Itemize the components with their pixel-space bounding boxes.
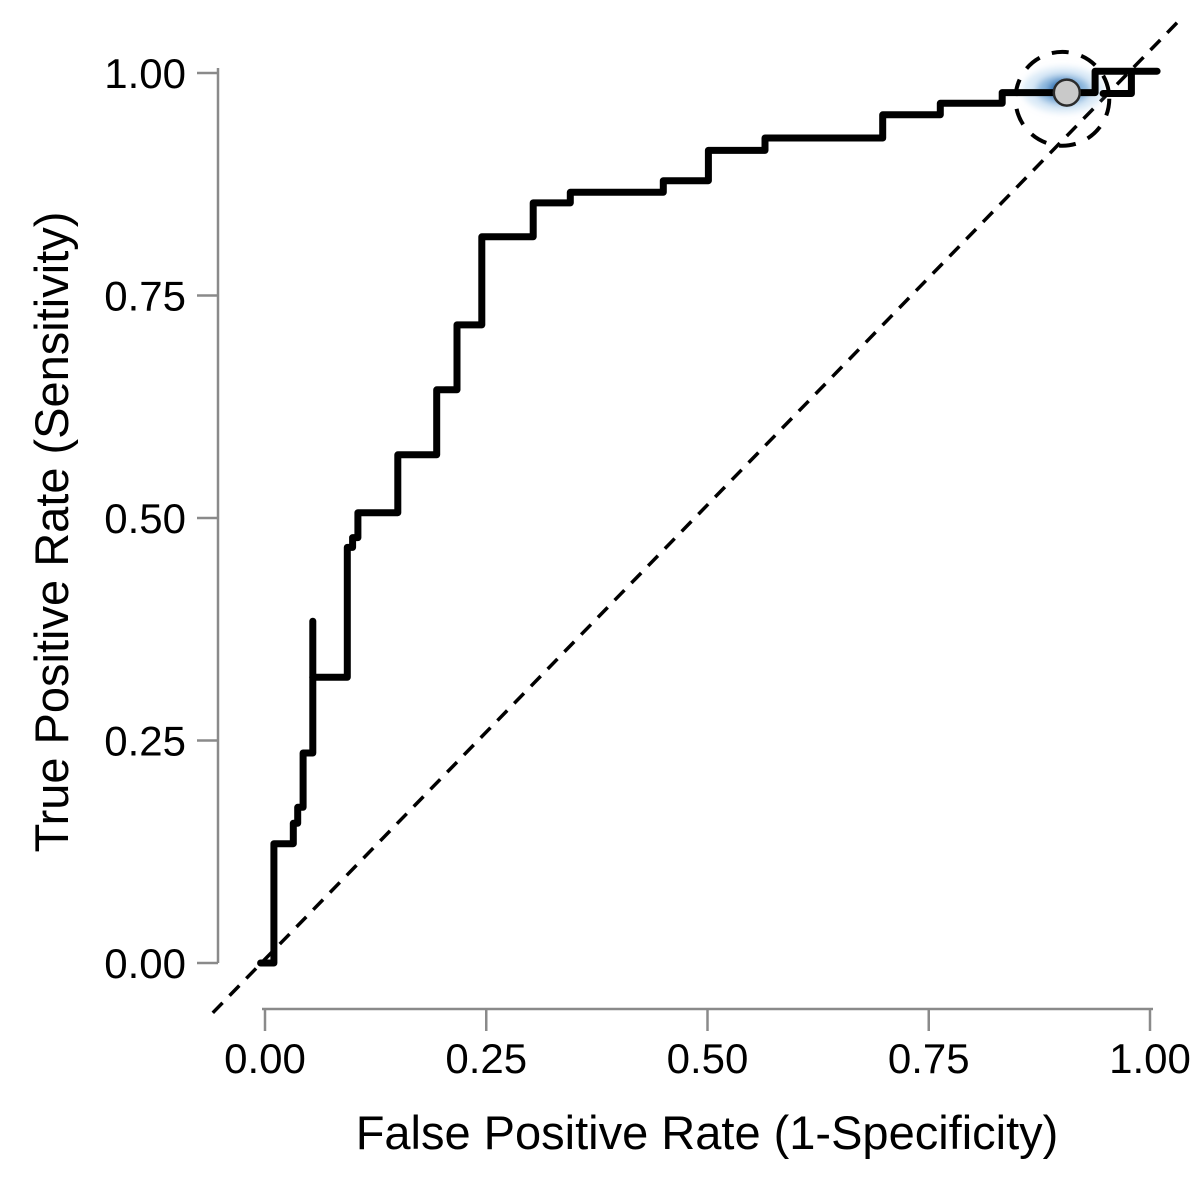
y-axis-tick-label: 0.00 bbox=[104, 940, 186, 987]
y-axis-tick-label: 0.75 bbox=[104, 273, 186, 320]
y-axis-tick-label: 1.00 bbox=[104, 50, 186, 97]
y-axis-ticks: 0.00 0.25 0.50 0.75 1.00 bbox=[104, 50, 218, 987]
x-axis-tick-label: 0.75 bbox=[888, 1035, 970, 1082]
y-axis-title: True Positive Rate (Sensitivity) bbox=[25, 212, 78, 853]
x-axis-tick-label: 1.00 bbox=[1109, 1035, 1191, 1082]
x-axis-tick-label: 0.50 bbox=[667, 1035, 749, 1082]
x-axis-ticks: 0.00 0.25 0.50 0.75 1.00 bbox=[224, 1009, 1191, 1082]
roc-curve-segment bbox=[1099, 70, 1135, 97]
chance-line bbox=[211, 18, 1182, 1015]
x-axis-tick-label: 0.25 bbox=[445, 1035, 527, 1082]
roc-curve-line bbox=[257, 67, 1161, 967]
optimal-cutpoint-highlight-circle bbox=[1013, 49, 1112, 148]
axes: 0.00 0.25 0.50 0.75 1.00 0.00 0.25 0.50 0.75 1.0… bbox=[104, 50, 1191, 1082]
roc-curve-artifact-segments bbox=[309, 70, 1135, 681]
x-axis-title: False Positive Rate (1-Specificity) bbox=[356, 1106, 1059, 1159]
y-axis-tick-label: 0.50 bbox=[104, 495, 186, 542]
y-axis-tick-label: 0.25 bbox=[104, 718, 186, 765]
x-axis-tick-label: 0.00 bbox=[224, 1035, 306, 1082]
optimal-cutpoint-marker bbox=[1052, 78, 1082, 107]
